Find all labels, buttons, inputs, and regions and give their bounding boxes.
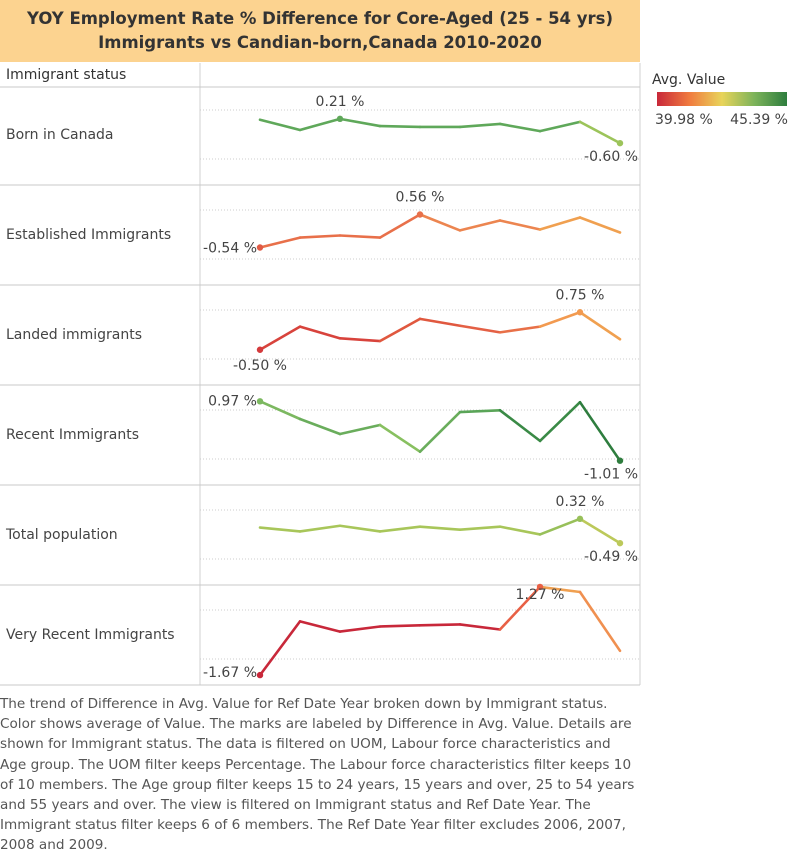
line-segment <box>458 408 502 414</box>
line-segment <box>378 213 422 239</box>
point <box>616 539 624 547</box>
row-label: Recent Immigrants <box>6 427 139 443</box>
row-label: Total population <box>5 527 118 543</box>
line-segment <box>258 399 302 421</box>
line-segment <box>458 623 502 631</box>
chart-title: YOY Employment Rate % Difference for Cor… <box>0 0 640 62</box>
line-segment <box>258 526 302 533</box>
description: The trend of Difference in Avg. Value fo… <box>0 696 635 854</box>
line-segment <box>338 337 382 343</box>
line-segment <box>458 219 502 232</box>
line-segment <box>538 310 582 328</box>
line-segment <box>458 324 502 334</box>
line-segment <box>498 219 542 231</box>
legend-max-label: 45.39 % <box>730 112 788 128</box>
data-label: -0.60 % <box>584 149 638 165</box>
line-segment <box>538 400 582 443</box>
data-label: -1.01 % <box>584 467 638 483</box>
point <box>616 139 624 147</box>
chart: Immigrant status Avg. Value 39.98 % 45.39… <box>0 63 788 686</box>
line-segment <box>298 325 342 340</box>
legend-min-label: 39.98 % <box>655 112 713 128</box>
data-label: -1.67 % <box>203 665 257 681</box>
row-label: Established Immigrants <box>6 227 171 243</box>
line-segment <box>298 620 342 633</box>
line-segment <box>298 524 342 533</box>
line-segment <box>338 524 382 533</box>
line-segment <box>378 423 422 454</box>
point <box>256 244 264 251</box>
data-label: 1.27 % <box>516 587 565 603</box>
row-label: Born in Canada <box>6 127 114 143</box>
line-segment <box>578 216 622 234</box>
line-segment <box>378 525 422 533</box>
line-segment <box>578 517 622 545</box>
line-segment <box>298 234 342 239</box>
line-segment <box>298 417 342 436</box>
data-label: 0.56 % <box>396 190 445 206</box>
line-segment <box>378 623 422 628</box>
line-segment <box>538 517 582 536</box>
point <box>336 115 344 123</box>
point <box>256 398 264 405</box>
data-label: -0.54 % <box>203 241 257 257</box>
line-segment <box>418 410 462 454</box>
line-segment <box>538 120 582 133</box>
line-segment <box>458 525 502 531</box>
line-segment <box>338 625 382 633</box>
line-segment <box>538 216 582 231</box>
line-segment <box>338 117 382 128</box>
line-segment <box>578 120 622 145</box>
data-label: -0.49 % <box>584 549 638 565</box>
row-label: Very Recent Immigrants <box>6 627 175 643</box>
point <box>536 583 544 591</box>
row-header: Immigrant status <box>6 67 126 83</box>
line-segment <box>578 590 622 653</box>
line-segment <box>498 408 542 443</box>
row-label: Landed immigrants <box>6 327 142 343</box>
line-segment <box>578 400 622 463</box>
legend-gradient <box>657 92 787 106</box>
line-segment <box>498 325 542 334</box>
line-segment <box>418 213 462 232</box>
line-segment <box>258 325 302 352</box>
line-segment <box>418 525 462 531</box>
line-segment <box>538 585 582 594</box>
line-segment <box>338 423 382 436</box>
line-segment <box>498 122 542 133</box>
point <box>256 671 264 679</box>
line-segment <box>338 234 382 239</box>
line-segment <box>418 317 462 328</box>
line-segment <box>258 620 302 677</box>
point <box>576 309 584 316</box>
line-segment <box>578 310 622 341</box>
point <box>616 457 624 464</box>
line-segment <box>258 118 302 132</box>
line-segment <box>418 623 462 627</box>
data-label: 0.97 % <box>208 393 257 409</box>
point <box>416 211 424 218</box>
point <box>256 346 264 353</box>
line-segment <box>298 117 342 132</box>
line-segment <box>458 122 502 129</box>
data-label: 0.75 % <box>556 287 605 303</box>
line-segment <box>258 236 302 249</box>
data-label: -0.50 % <box>233 358 287 374</box>
data-label: 0.32 % <box>556 494 605 510</box>
point <box>576 515 584 523</box>
line-segment <box>378 317 422 343</box>
line-segment <box>498 525 542 536</box>
legend-title: Avg. Value <box>652 72 725 88</box>
data-label: 0.21 % <box>316 94 365 110</box>
line-segment <box>498 585 542 631</box>
line-segment <box>378 124 422 129</box>
